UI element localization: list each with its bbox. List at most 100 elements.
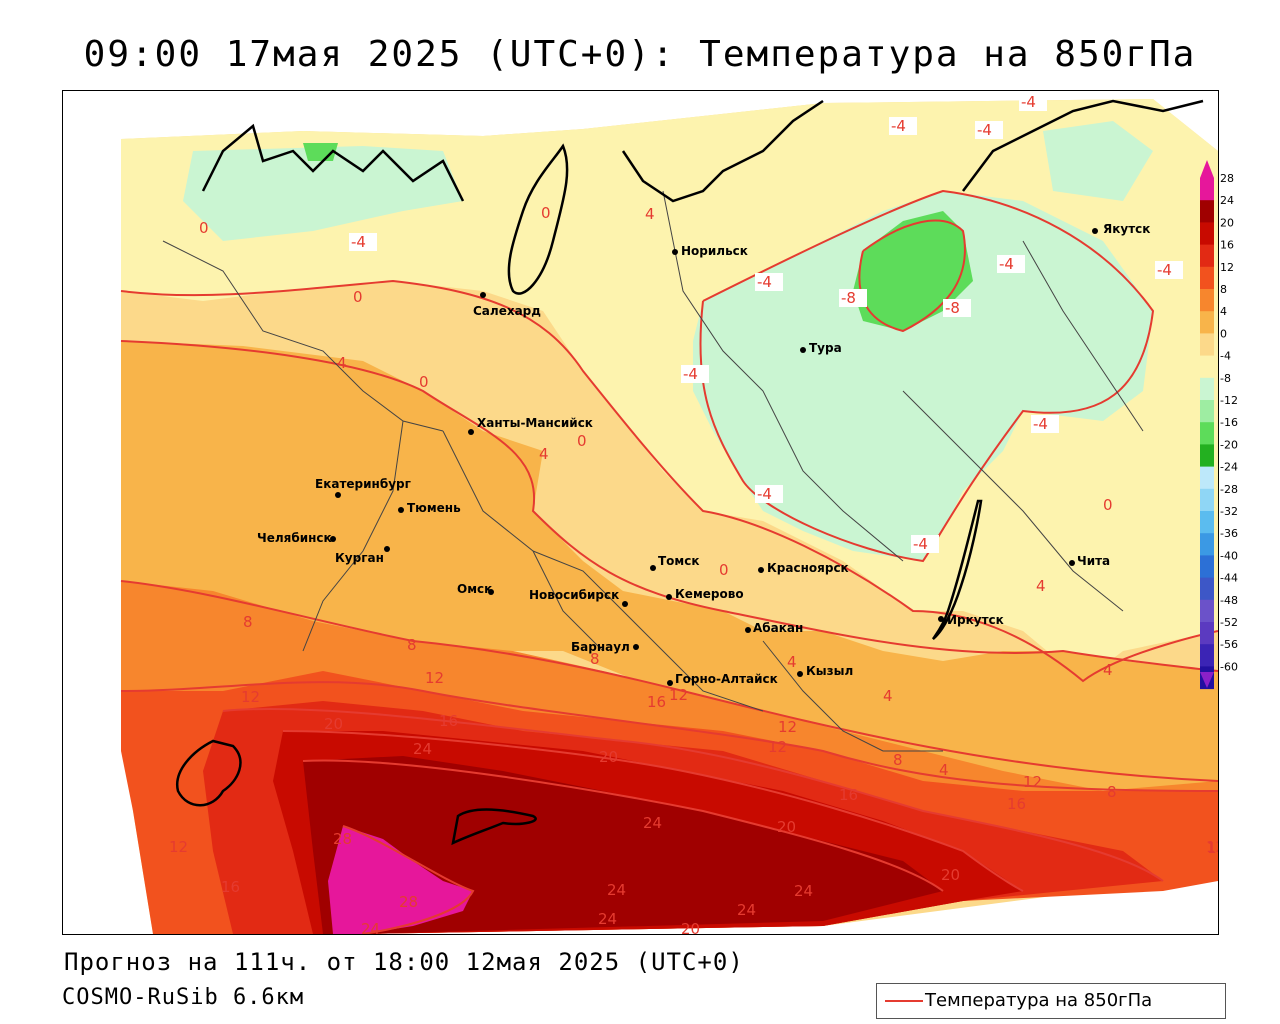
isotherm-label: 12 [669, 686, 688, 704]
isotherm-label: 16 [839, 786, 858, 804]
isotherm-label: 20 [681, 920, 700, 934]
city-dot-abakan [745, 627, 751, 633]
isotherm-label: 16 [1007, 795, 1026, 813]
isotherm-label: 12 [778, 718, 797, 736]
map-panel: Норильск Якутск Салехард Тура Ханты-Манс… [62, 90, 1219, 935]
color-scale-labels: 28 24 20 16 12 8 4 0 -4 -8 -12 -16 -20 -24 -28 -32 -36 -4… [1220, 172, 1238, 673]
city-labels: Норильск Якутск Салехард Тура Ханты-Манс… [257, 222, 1150, 686]
city-label: Челябинск [257, 531, 332, 545]
city-dot-kemerovo [666, 594, 672, 600]
isotherm-label: 8 [1107, 783, 1117, 801]
isotherm-label: 4 [1036, 577, 1046, 595]
field-28plus [328, 826, 473, 934]
color-scale-band [1200, 577, 1214, 601]
color-scale-band [1200, 599, 1214, 623]
isotherm-label: 4 [939, 761, 949, 779]
color-scale-band [1200, 488, 1214, 512]
city-label: Горно-Алтайск [675, 672, 778, 686]
city-label: Омск [457, 582, 492, 596]
color-scale-bar: 28 24 20 16 12 8 4 0 -4 -8 -12 -16 -20 -24 -28 -32 -36 -4… [1200, 160, 1238, 690]
isotherm-label: 20 [777, 818, 796, 836]
isotherm-label: -4 [891, 117, 906, 135]
isotherm-label: 24 [794, 882, 813, 900]
forecast-info: Прогноз на 111ч. от 18:00 12мая 2025 (UT… [64, 948, 744, 976]
field-m8tom4-ne [1043, 121, 1153, 201]
isotherm-label: -4 [1033, 415, 1048, 433]
isotherm-label: -4 [351, 233, 366, 251]
city-label: Тура [809, 341, 842, 355]
isotherm-label: 8 [893, 751, 903, 769]
isotherm-label: 0 [719, 561, 729, 579]
color-scale-tick-label: -40 [1220, 549, 1238, 562]
city-dot-chita [1069, 560, 1075, 566]
color-scale-tick-label: -8 [1220, 372, 1231, 385]
color-scale-tick-label: 0 [1220, 327, 1227, 340]
city-dot-norilsk [672, 249, 678, 255]
legend: Температура на 850гПа [876, 983, 1226, 1019]
isotherm-label: 0 [419, 373, 429, 391]
isotherm-label: 24 [737, 901, 756, 919]
isotherm-label: -4 [683, 365, 698, 383]
color-scale-tick-label: -52 [1220, 616, 1238, 629]
isotherm-label: -4 [1021, 93, 1036, 111]
isotherm-label: 16 [647, 693, 666, 711]
isotherm-label: 4 [787, 653, 797, 671]
isotherm-label: -4 [977, 121, 992, 139]
isotherm-label: 20 [599, 748, 618, 766]
isotherm-label: -8 [945, 299, 960, 317]
isotherm-label: 24 [598, 910, 617, 928]
color-scale-band [1200, 422, 1214, 445]
isotherm-label: 8 [243, 613, 253, 631]
city-dot-gorno-altaysk [667, 680, 673, 686]
color-scale-tick-label: -36 [1220, 527, 1238, 540]
color-scale-tick-label: 20 [1220, 216, 1234, 229]
city-dot-khanty-mansiysk [468, 429, 474, 435]
city-dot-krasnoyarsk [758, 567, 764, 573]
color-scale-band [1200, 533, 1214, 556]
isotherm-label: 16 [439, 712, 458, 730]
map-title: 09:00 17мая 2025 (UTC+0): Температура на… [83, 34, 1197, 75]
isotherm-label: -8 [841, 289, 856, 307]
isotherm-label: 0 [541, 204, 551, 222]
isotherm-label: 0 [353, 288, 363, 306]
city-label: Екатеринбург [315, 477, 411, 491]
isotherm-label: 0 [199, 219, 209, 237]
city-label: Новосибирск [529, 588, 619, 602]
color-scale-band [1200, 444, 1214, 468]
city-dot-yakutsk [1092, 228, 1098, 234]
isotherm-label: 12 [1023, 773, 1042, 791]
city-dot-novosibirsk [622, 601, 628, 607]
city-label: Норильск [681, 244, 748, 258]
isotherm-label: 12 [425, 669, 444, 687]
city-dot-chelyabinsk [330, 536, 336, 542]
region-borders [162, 190, 1144, 752]
city-label: Якутск [1103, 222, 1150, 236]
color-scale-tick-label: 28 [1220, 172, 1234, 185]
city-label: Абакан [753, 621, 803, 635]
color-scale-band [1200, 244, 1214, 268]
isotherm-label: 24 [607, 881, 626, 899]
isotherm-label: 4 [337, 354, 347, 372]
city-label: Кызыл [806, 664, 853, 678]
model-name: COSMO-RuSib 6.6км [62, 985, 305, 1010]
color-scale-tick-label: 4 [1220, 305, 1227, 318]
isotherm-label: 28 [399, 893, 418, 911]
isotherm-label: 1 [1207, 839, 1217, 857]
color-scale-band [1200, 466, 1214, 490]
color-scale-tick-label: 16 [1220, 239, 1234, 252]
legend-line-swatch [885, 1000, 923, 1002]
city-dot-yekaterinburg [335, 492, 341, 498]
color-scale-tick-label: 12 [1220, 261, 1234, 274]
city-label: Ханты-Мансийск [477, 416, 593, 430]
color-scale-tick-label: -20 [1220, 438, 1238, 451]
city-label: Иркутск [947, 613, 1004, 627]
color-scale-tick-label: -32 [1220, 505, 1238, 518]
isotherm-label: 12 [169, 838, 188, 856]
isotherm-label: 28 [333, 830, 352, 848]
color-scale-band [1200, 289, 1214, 312]
isotherm-label: 24 [361, 920, 380, 934]
isotherm-label: 12 [241, 688, 260, 706]
color-scale-band [1200, 333, 1214, 357]
isotherm-label: 12 [1206, 838, 1218, 856]
color-scale-band [1200, 200, 1214, 223]
